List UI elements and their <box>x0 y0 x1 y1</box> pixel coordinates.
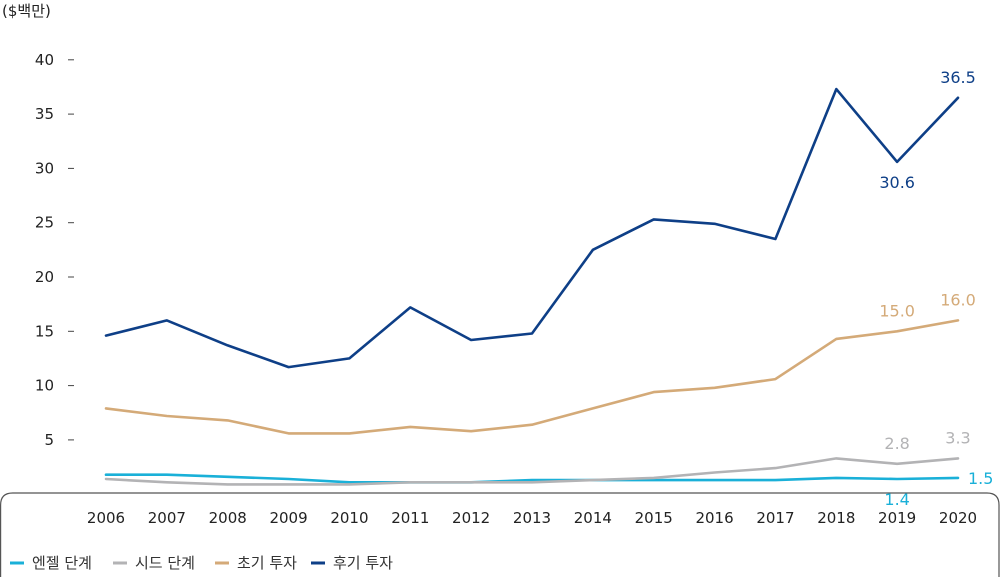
x-tick-label: 2010 <box>330 509 368 527</box>
data-label: 15.0 <box>879 301 915 320</box>
x-tick-label: 2019 <box>878 509 916 527</box>
y-tick-label: 30 <box>35 159 54 177</box>
series-line-4 <box>104 87 960 369</box>
series-group <box>104 87 960 486</box>
y-tick-label: 40 <box>35 51 54 69</box>
legend: 엔젤 단계 시드 단계 초기 투자 후기 투자 <box>10 554 393 572</box>
data-label: 1.5 <box>968 469 993 488</box>
data-label: 36.5 <box>940 68 976 87</box>
x-tick-label: 2006 <box>87 509 125 527</box>
x-tick-label: 2009 <box>269 509 307 527</box>
x-tick-label: 2015 <box>635 509 673 527</box>
legend-frame <box>0 492 1000 577</box>
y-tick-label: 15 <box>35 322 54 340</box>
x-tick-label: 2008 <box>209 509 247 527</box>
legend-label: 후기 투자 <box>333 554 393 572</box>
series-line-1 <box>104 473 960 484</box>
y-axis: 5 10 15 20 25 30 35 40 <box>35 51 74 449</box>
y-tick-label: 20 <box>35 268 54 286</box>
legend-label: 초기 투자 <box>237 554 297 572</box>
data-label: 3.3 <box>945 428 970 447</box>
x-tick-label: 2012 <box>452 509 490 527</box>
x-tick-label: 2007 <box>148 509 186 527</box>
y-tick-label: 35 <box>35 105 54 123</box>
data-label: 30.6 <box>879 173 915 192</box>
x-tick-label: 2014 <box>574 509 612 527</box>
y-axis-unit-label: ($백만) <box>2 2 51 20</box>
x-tick-label: 2013 <box>513 509 551 527</box>
x-axis: 2006 2007 2008 2009 2010 2011 2012 2013 2014 2015… <box>87 509 977 527</box>
y-tick-label: 5 <box>44 431 54 449</box>
y-tick-label: 10 <box>35 377 54 395</box>
data-label: 2.8 <box>884 434 909 453</box>
data-labels: 1.4 1.5 2.8 3.3 15.0 16.0 30.6 36.5 <box>879 68 993 509</box>
x-tick-label: 2011 <box>391 509 429 527</box>
x-tick-label: 2016 <box>695 509 733 527</box>
series-line-2 <box>104 457 960 486</box>
series-line-3 <box>104 319 960 435</box>
x-tick-label: 2018 <box>817 509 855 527</box>
x-tick-label: 2020 <box>939 509 977 527</box>
data-label: 1.4 <box>884 490 909 509</box>
legend-label: 엔젤 단계 <box>32 554 92 572</box>
data-label: 16.0 <box>940 290 976 309</box>
x-tick-label: 2017 <box>756 509 794 527</box>
legend-label: 시드 단계 <box>135 554 195 572</box>
y-tick-label: 25 <box>35 214 54 232</box>
